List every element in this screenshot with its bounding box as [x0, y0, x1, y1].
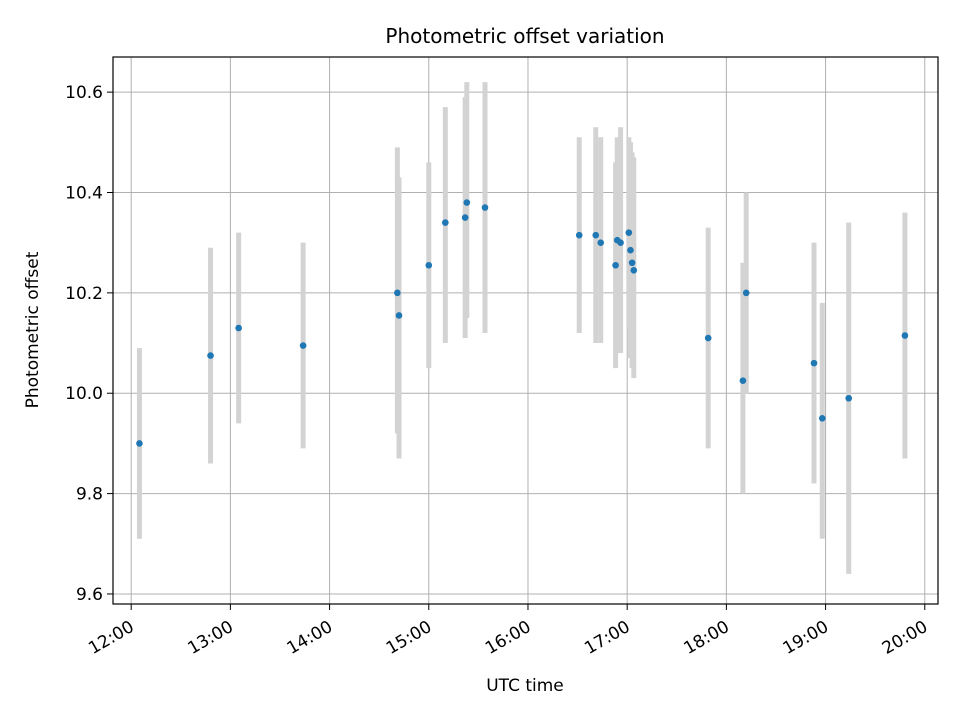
x-axis-label: UTC time — [486, 676, 564, 696]
data-point — [625, 229, 633, 236]
y-tick-label: 10.6 — [65, 83, 103, 103]
grid-layer — [113, 57, 938, 604]
y-tick-label: 9.6 — [76, 585, 103, 605]
data-point — [461, 214, 469, 221]
data-point — [442, 219, 449, 226]
data-point — [901, 332, 909, 339]
data-point — [395, 312, 403, 319]
chart-title: Photometric offset variation — [385, 24, 664, 48]
data-point — [592, 231, 600, 239]
data-point — [742, 289, 750, 297]
y-tick-label: 10.2 — [65, 284, 103, 304]
data-point — [299, 342, 307, 349]
plot-frame — [112, 56, 939, 605]
data-point — [818, 415, 826, 422]
y-axis-label: Photometric offset — [23, 251, 43, 408]
y-tick-label: 10.0 — [65, 384, 103, 404]
data-point — [627, 246, 634, 254]
data-point — [425, 261, 433, 269]
data-point — [481, 204, 489, 211]
data-point — [612, 261, 619, 269]
data-point — [704, 334, 712, 342]
data-point — [597, 239, 605, 246]
data-point — [630, 266, 638, 274]
data-point — [207, 352, 214, 359]
data-point — [810, 359, 818, 367]
data-point — [136, 440, 143, 447]
data-point — [628, 259, 636, 267]
data-point — [845, 394, 853, 402]
y-tick-label: 9.8 — [76, 485, 103, 505]
y-tick-label: 10.4 — [65, 183, 103, 203]
data-point — [463, 199, 471, 206]
data-point — [617, 239, 624, 246]
data-point — [235, 324, 242, 332]
data-point — [394, 289, 401, 297]
point-layer — [136, 199, 909, 447]
data-point — [575, 231, 583, 239]
data-point — [739, 377, 747, 384]
